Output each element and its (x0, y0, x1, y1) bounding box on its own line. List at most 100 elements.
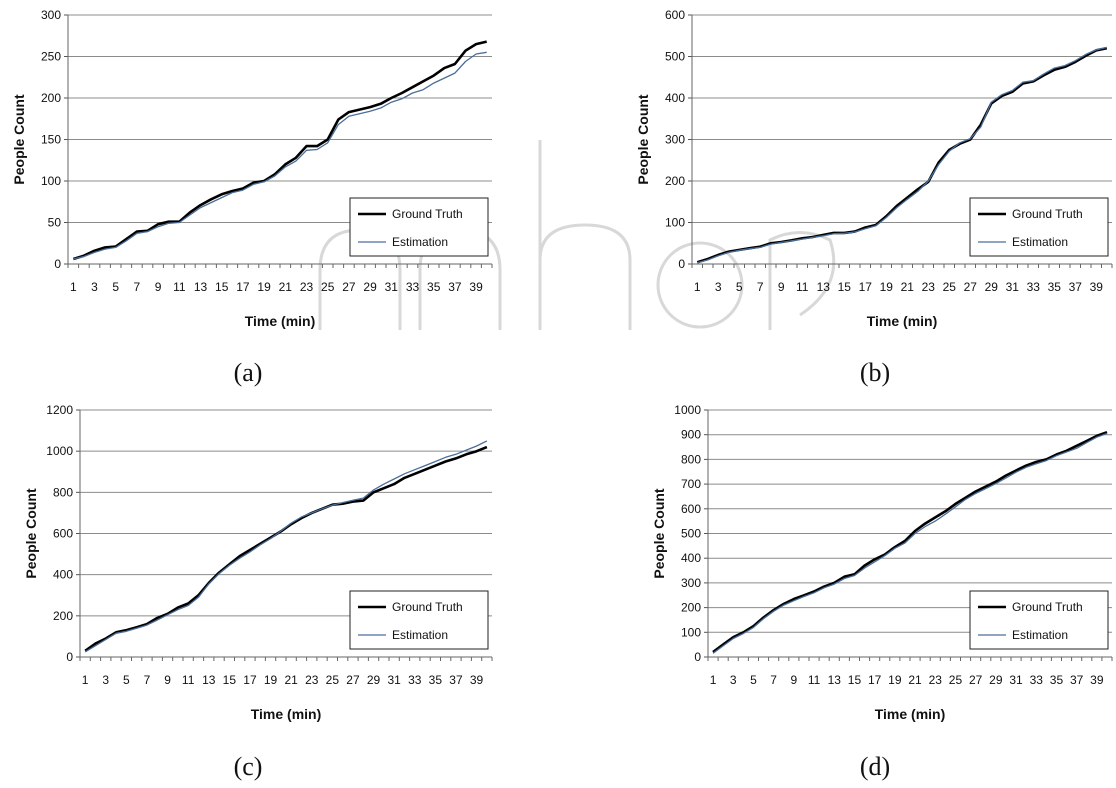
x-tick-label: 11 (182, 673, 195, 687)
caption-a: (a) (233, 358, 263, 387)
x-tick-label: 31 (1006, 280, 1020, 294)
y-tick-label: 400 (681, 551, 701, 565)
x-tick-label: 13 (817, 280, 831, 294)
x-tick-label: 3 (102, 673, 109, 687)
x-tick-label: 19 (888, 673, 902, 687)
series-line-estimation (84, 440, 488, 653)
x-tick-label: 31 (385, 280, 399, 294)
x-tick-label: 19 (880, 280, 894, 294)
x-tick-label: 13 (194, 280, 208, 294)
x-tick-label: 27 (342, 280, 356, 294)
caption-c: (c) (233, 752, 263, 781)
x-tick-label: 5 (736, 280, 743, 294)
legend-label: Ground Truth (392, 600, 463, 614)
x-tick-label: 19 (264, 673, 278, 687)
series-line-ground-truth (72, 40, 487, 261)
x-tick-label: 15 (215, 280, 229, 294)
x-tick-label: 33 (408, 673, 422, 687)
x-tick-label: 35 (1050, 673, 1064, 687)
y-tick-label: 200 (681, 601, 701, 615)
y-tick-label: 800 (53, 485, 73, 499)
x-tick-label: 33 (1027, 280, 1041, 294)
series-line-ground-truth (712, 430, 1108, 654)
x-tick-label: 9 (778, 280, 785, 294)
x-tick-label: 23 (929, 673, 943, 687)
y-axis-title: People Count (23, 488, 39, 579)
x-tick-label: 35 (427, 280, 441, 294)
y-tick-label: 0 (694, 650, 701, 664)
legend-box (349, 197, 489, 257)
x-tick-label: 31 (387, 673, 401, 687)
series-line-estimation (712, 432, 1108, 654)
x-axis-title: Time (min) (245, 313, 316, 329)
x-tick-label: 29 (363, 280, 377, 294)
x-tick-label: 7 (134, 280, 141, 294)
x-tick-label: 21 (908, 673, 922, 687)
x-tick-label: 3 (730, 673, 737, 687)
legend-label: Ground Truth (1012, 207, 1083, 221)
x-tick-label: 15 (223, 673, 237, 687)
x-tick-label: 29 (367, 673, 381, 687)
y-tick-label: 0 (66, 650, 73, 664)
legend-box (969, 197, 1109, 257)
x-axis-title: Time (min) (867, 313, 938, 329)
x-tick-label: 17 (868, 673, 882, 687)
x-tick-label: 37 (449, 673, 463, 687)
x-tick-label: 5 (112, 280, 119, 294)
legend-label: Estimation (392, 628, 448, 642)
x-tick-label: 25 (321, 280, 335, 294)
x-tick-label: 1 (694, 280, 701, 294)
x-tick-label: 37 (1069, 280, 1083, 294)
x-tick-label: 5 (123, 673, 130, 687)
y-tick-label: 200 (665, 174, 685, 188)
x-tick-label: 23 (922, 280, 936, 294)
x-tick-label: 11 (808, 673, 821, 687)
x-tick-label: 19 (257, 280, 271, 294)
x-tick-label: 17 (243, 673, 257, 687)
x-tick-label: 13 (202, 673, 216, 687)
x-tick-label: 27 (964, 280, 978, 294)
y-axis-title: People Count (651, 488, 667, 579)
x-tick-label: 37 (448, 280, 462, 294)
x-tick-label: 27 (969, 673, 983, 687)
y-tick-label: 300 (41, 8, 61, 22)
y-tick-label: 600 (665, 8, 685, 22)
y-tick-label: 400 (665, 91, 685, 105)
y-tick-label: 800 (681, 452, 701, 466)
series-line-estimation (697, 46, 1107, 264)
y-tick-label: 200 (53, 609, 73, 623)
x-tick-label: 39 (469, 280, 483, 294)
x-tick-label: 23 (300, 280, 314, 294)
caption-d: (d) (859, 752, 891, 781)
y-tick-label: 150 (41, 133, 61, 147)
x-tick-label: 9 (164, 673, 171, 687)
y-tick-label: 600 (681, 502, 701, 516)
legend-label: Estimation (392, 235, 448, 249)
y-tick-label: 1000 (46, 444, 73, 458)
x-tick-label: 1 (70, 280, 77, 294)
legend-box (969, 590, 1109, 650)
y-tick-label: 700 (681, 477, 701, 491)
x-tick-label: 11 (173, 280, 186, 294)
series-line-estimation (73, 51, 487, 260)
x-tick-label: 27 (346, 673, 360, 687)
x-tick-label: 15 (848, 673, 862, 687)
x-tick-label: 1 (82, 673, 89, 687)
x-tick-label: 29 (989, 673, 1003, 687)
y-tick-label: 50 (48, 216, 62, 230)
legend-label: Ground Truth (1012, 600, 1083, 614)
x-tick-label: 9 (791, 673, 798, 687)
x-tick-label: 3 (715, 280, 722, 294)
x-axis-title: Time (min) (251, 706, 322, 722)
series-line-ground-truth (696, 46, 1108, 264)
x-tick-label: 21 (279, 280, 293, 294)
y-axis-title: People Count (11, 94, 27, 185)
x-tick-label: 23 (305, 673, 319, 687)
x-tick-label: 5 (750, 673, 757, 687)
x-tick-label: 39 (470, 673, 484, 687)
y-tick-label: 600 (53, 527, 73, 541)
